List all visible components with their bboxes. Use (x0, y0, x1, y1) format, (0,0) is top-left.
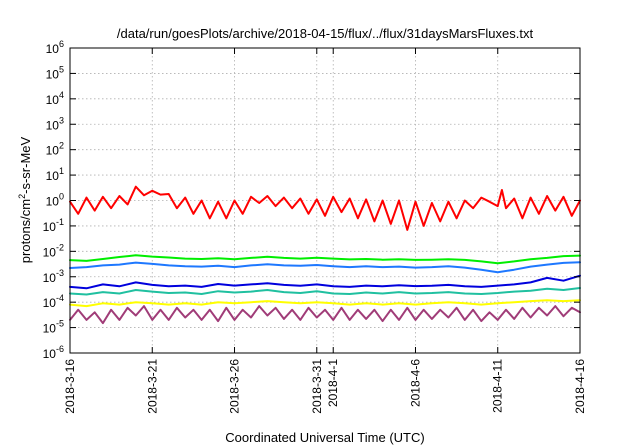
y-tick-label-base: 10 (43, 322, 57, 336)
y-tick-label: 104 (46, 90, 64, 107)
y-tick-label-base: 10 (46, 144, 60, 158)
series-line-4 (69, 274, 581, 290)
x-tick-label: 2018-4-11 (491, 359, 505, 413)
y-tick-label-exp: 1 (59, 166, 64, 176)
y-tick-label-base: 10 (46, 118, 60, 132)
y-tick-label: 101 (46, 166, 64, 183)
y-tick-label: 10-5 (43, 319, 64, 336)
y-tick-label-base: 10 (46, 169, 60, 183)
x-tick-label: 2018-3-16 (63, 359, 77, 414)
y-tick-label-base: 10 (43, 245, 57, 259)
series-line-5 (69, 287, 581, 296)
y-tick-label-exp: 2 (59, 141, 64, 151)
y-tick-label-base: 10 (46, 195, 60, 209)
x-tick-label: 2018-4-1 (326, 359, 340, 407)
y-axis-label-sup: 2 (17, 194, 27, 199)
chart-title: /data/run/goesPlots/archive/2018-04-15/f… (117, 26, 534, 41)
y-tick-label: 100 (46, 192, 64, 209)
y-tick-label-base: 10 (43, 347, 57, 361)
y-axis-label-base: protons/cm (18, 199, 33, 263)
y-axis: 10-610-510-410-310-210-11001011021031041… (43, 39, 580, 361)
y-tick-label-exp: 0 (59, 192, 64, 202)
y-tick-label-base: 10 (46, 42, 60, 56)
y-tick-label-base: 10 (43, 220, 57, 234)
series-line-7 (69, 305, 581, 325)
y-tick-label-exp: 3 (59, 115, 64, 125)
y-tick-label-base: 10 (46, 67, 60, 81)
x-tick-label: 2018-4-6 (408, 359, 422, 407)
series-line-1 (69, 185, 581, 231)
y-tick-label: 106 (46, 39, 64, 56)
x-tick-label: 2018-3-21 (145, 359, 159, 414)
y-tick-label-exp: -4 (56, 293, 64, 303)
y-tick-label-exp: -3 (56, 268, 64, 278)
y-tick-label-exp: -6 (56, 344, 64, 354)
y-tick-label: 102 (46, 141, 64, 158)
y-tick-label: 10-2 (43, 242, 64, 259)
y-tick-label: 10-6 (43, 344, 64, 361)
y-axis-label: protons/cm2-s-sr-MeV (17, 136, 33, 263)
y-tick-label-exp: -1 (56, 217, 64, 227)
series-line-2 (69, 254, 581, 265)
x-tick-label: 2018-4-16 (573, 359, 587, 414)
y-tick-label-base: 10 (43, 296, 57, 310)
y-tick-label-exp: -2 (56, 242, 64, 252)
y-tick-label-exp: 5 (59, 64, 64, 74)
y-tick-label-exp: 6 (59, 39, 64, 49)
y-tick-label-base: 10 (46, 93, 60, 107)
x-axis-label: Coordinated Universal Time (UTC) (225, 430, 424, 445)
x-axis: 2018-3-16 2018-3-21 2018-3-26 2018-3-31 2018… (63, 48, 587, 414)
y-tick-label: 105 (46, 64, 64, 81)
series-line-3 (69, 261, 581, 274)
y-tick-label-base: 10 (43, 271, 57, 285)
x-tick-label: 2018-3-26 (228, 359, 242, 414)
series-line-6 (69, 299, 581, 308)
y-tick-label: 10-3 (43, 268, 64, 285)
y-tick-label-exp: -5 (56, 319, 64, 329)
y-tick-label-exp: 4 (59, 90, 64, 100)
y-tick-label: 103 (46, 115, 64, 132)
x-tick-label: 2018-3-31 (310, 359, 324, 414)
y-axis-label-rest: -s-sr-MeV (18, 136, 33, 193)
series-layer (69, 185, 581, 325)
y-tick-label: 10-4 (43, 293, 64, 310)
y-tick-label: 10-1 (43, 217, 64, 234)
